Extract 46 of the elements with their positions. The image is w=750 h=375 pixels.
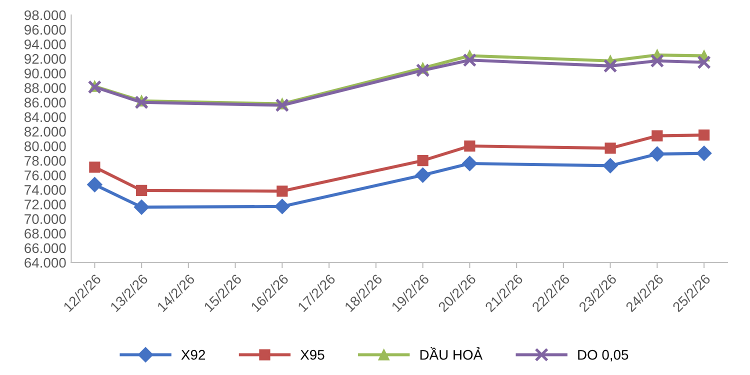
y-tick-label: 96.000 bbox=[24, 24, 66, 35]
legend-label: X95 bbox=[300, 350, 324, 360]
point bbox=[274, 198, 290, 214]
y-tick-label: 68.000 bbox=[24, 228, 66, 239]
point bbox=[462, 156, 478, 172]
point bbox=[88, 80, 102, 94]
point bbox=[275, 98, 290, 112]
y-tick-label: 82.000 bbox=[24, 126, 66, 137]
point bbox=[697, 55, 712, 70]
y-tick-label: 86.000 bbox=[24, 98, 66, 108]
point bbox=[415, 168, 430, 183]
y-tick-label: 70.000 bbox=[24, 214, 66, 224]
y-tick-label: 64.000 bbox=[24, 258, 66, 268]
point bbox=[134, 200, 150, 215]
point bbox=[698, 130, 710, 141]
point bbox=[650, 146, 665, 162]
y-tick-label: 66.000 bbox=[24, 243, 66, 254]
point bbox=[650, 54, 664, 68]
point bbox=[603, 59, 618, 73]
y-tick-label: 92.000 bbox=[24, 54, 66, 64]
point bbox=[696, 146, 712, 161]
y-tick-label: 98.000 bbox=[24, 10, 66, 20]
point bbox=[652, 130, 663, 142]
point bbox=[134, 95, 149, 110]
y-tick-label: 94.000 bbox=[24, 39, 66, 50]
y-tick-label: 72.000 bbox=[24, 200, 66, 210]
y-tick-label: 90.000 bbox=[24, 68, 66, 78]
y-tick-label: 76.000 bbox=[24, 170, 66, 180]
y-tick-label: 84.000 bbox=[24, 112, 66, 122]
legend-label: X92 bbox=[181, 350, 205, 360]
point bbox=[87, 177, 102, 192]
y-tick-label: 88.000 bbox=[24, 83, 66, 93]
y-tick-label: 80.000 bbox=[24, 141, 66, 152]
point bbox=[417, 155, 428, 166]
point bbox=[416, 63, 430, 78]
point bbox=[89, 162, 100, 173]
y-tick-label: 78.000 bbox=[24, 156, 66, 166]
point bbox=[464, 140, 476, 152]
legend-label: DO 0,05 bbox=[578, 350, 628, 362]
point bbox=[602, 158, 618, 174]
point bbox=[276, 186, 288, 197]
point bbox=[604, 142, 616, 154]
point bbox=[136, 184, 148, 196]
y-tick-label: 74.000 bbox=[24, 185, 66, 195]
legend-label: DẦU HOẢ bbox=[420, 347, 483, 360]
point bbox=[462, 53, 477, 68]
